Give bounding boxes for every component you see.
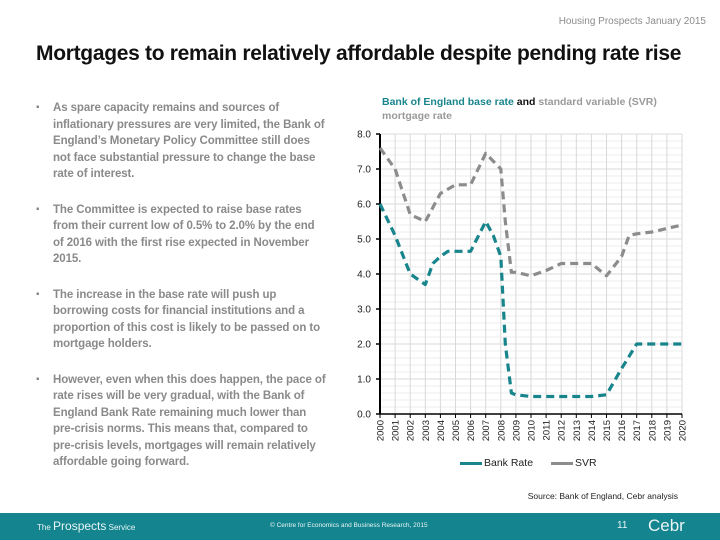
- y-tick-label: 6.0: [357, 200, 371, 211]
- x-tick-label: 2001: [391, 420, 402, 441]
- chart-lines: [378, 147, 683, 399]
- y-tick-label: 7.0: [357, 165, 371, 176]
- y-tick-label: 2.0: [357, 340, 371, 351]
- brand-main: Prospects: [53, 519, 107, 533]
- chart-title: Bank of England base rate and standard v…: [382, 95, 682, 123]
- brand-prefix: The: [37, 523, 51, 532]
- legend-swatch-svr: [551, 461, 574, 465]
- square-bullet-icon: ▪: [36, 288, 40, 300]
- legend-item-bank-rate: Bank Rate: [460, 457, 533, 469]
- x-tick-label: 2014: [587, 420, 598, 441]
- x-tick-label: 2010: [527, 420, 538, 441]
- chart-legend: Bank Rate SVR: [460, 457, 597, 469]
- footer-brand: The Prospects Service: [37, 519, 135, 533]
- bullet-item: ▪ However, even when this does happen, t…: [36, 372, 326, 471]
- cebr-logo: Cebr: [648, 516, 685, 535]
- bullet-list: ▪ As spare capacity remains and sources …: [36, 100, 326, 471]
- x-tick-label: 2006: [466, 420, 477, 441]
- bullet-text: However, even when this does happen, the…: [53, 373, 326, 469]
- y-tick-label: 1.0: [357, 375, 371, 386]
- y-tick-label: 0.0: [357, 410, 371, 421]
- x-tick-label: 2009: [511, 420, 522, 441]
- slide-title: Mortgages to remain relatively affordabl…: [36, 42, 682, 65]
- source-note: Source: Bank of England, Cebr analysis: [527, 491, 678, 501]
- x-tick-label: 2002: [406, 420, 417, 441]
- square-bullet-icon: ▪: [36, 102, 40, 113]
- y-tick-label: 4.0: [357, 270, 371, 281]
- x-tick-label: 2013: [572, 420, 583, 441]
- x-tick-label: 2019: [662, 420, 673, 441]
- x-tick-label: 2008: [496, 420, 507, 441]
- page-number: 11: [617, 520, 628, 531]
- series-line-svr: [378, 147, 683, 278]
- legend-swatch-bank-rate: [460, 461, 482, 465]
- legend-label-svr: SVR: [575, 457, 597, 469]
- chart-title-bank-rate: Bank of England base rate: [382, 96, 514, 108]
- report-header-tag: Housing Prospects January 2015: [558, 16, 706, 27]
- x-tick-label: 2000: [376, 420, 387, 441]
- y-tick-label: 5.0: [357, 235, 371, 246]
- bullet-text: The increase in the base rate will push …: [53, 288, 320, 351]
- y-axis-labels: 0.0 1.0 2.0 3.0 4.0 5.0 6.0 7.0 8.0: [357, 130, 371, 421]
- chart-title-and: and: [516, 96, 536, 108]
- bullet-item: ▪ The Committee is expected to raise bas…: [36, 202, 326, 268]
- x-tick-label: 2007: [481, 420, 492, 441]
- x-tick-label: 2005: [451, 420, 462, 441]
- series-line-bank-rate: [378, 203, 682, 399]
- x-tick-label: 2015: [602, 420, 613, 441]
- bullet-item: ▪ As spare capacity remains and sources …: [36, 100, 326, 183]
- x-tick-label: 2020: [678, 420, 689, 441]
- chart-grid: [379, 133, 683, 415]
- x-tick-label: 2017: [632, 420, 643, 441]
- x-tick-label: 2016: [617, 420, 628, 441]
- footer-copyright: © Centre for Economics and Business Rese…: [270, 522, 428, 529]
- x-tick-label: 2012: [557, 420, 568, 441]
- y-tick-label: 8.0: [357, 130, 371, 141]
- x-tick-label: 2011: [542, 420, 553, 440]
- x-tick-label: 2004: [436, 420, 447, 441]
- brand-suffix: Service: [108, 523, 136, 532]
- legend-item-svr: SVR: [551, 457, 597, 469]
- x-axis-labels: 2000 2001 2002 2003 2004 2005 2006 2007 2008 2009…: [376, 420, 689, 441]
- bullet-text: The Committee is expected to raise base …: [53, 203, 315, 266]
- chart-axes: [376, 133, 683, 418]
- bullet-item: ▪ The increase in the base rate will pus…: [36, 287, 326, 353]
- footer-bar: The Prospects Service © Centre for Econo…: [0, 513, 720, 540]
- square-bullet-icon: ▪: [36, 203, 40, 215]
- bullet-text: As spare capacity remains and sources of…: [53, 102, 325, 180]
- legend-label-bank-rate: Bank Rate: [484, 457, 534, 469]
- x-tick-label: 2018: [647, 420, 658, 441]
- chart-title-svr: standard variable (SVR) mortgage rate: [382, 96, 657, 122]
- x-tick-label: 2003: [421, 420, 432, 441]
- square-bullet-icon: ▪: [36, 373, 40, 385]
- y-tick-label: 3.0: [357, 305, 371, 316]
